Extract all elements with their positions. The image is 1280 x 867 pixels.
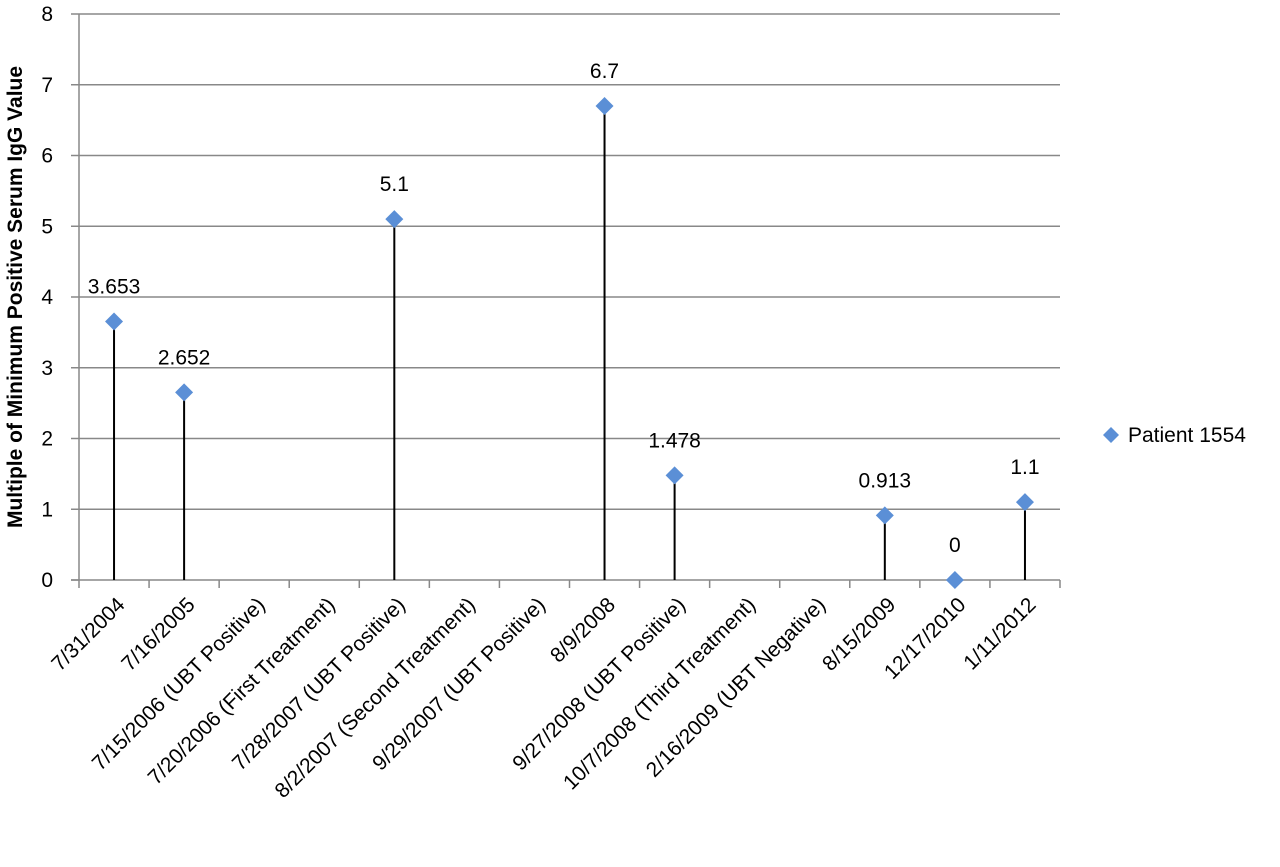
data-point — [945, 571, 964, 589]
data-point — [665, 466, 684, 485]
y-tick-label: 6 — [41, 145, 53, 168]
data-label: 0 — [949, 534, 961, 557]
x-tick-label: 8/9/2008 — [546, 593, 620, 667]
x-tick-label: 1/11/2012 — [959, 593, 1040, 674]
data-label: 6.7 — [590, 60, 619, 83]
legend-label: Patient 1554 — [1128, 424, 1246, 447]
y-axis-ticks: 0 1 2 3 4 5 6 7 8 — [41, 3, 53, 592]
data-point — [105, 312, 124, 331]
data-label: 3.653 — [88, 276, 141, 299]
data-labels: 3.653 2.652 5.1 6.7 1.478 0.913 0 1.1 — [88, 60, 1040, 557]
y-tick-label: 1 — [41, 498, 53, 521]
axes — [71, 13, 1061, 588]
data-label: 5.1 — [380, 173, 409, 196]
data-label: 1.478 — [648, 429, 701, 452]
gridlines — [79, 13, 1060, 510]
y-axis-label: Multiple of Minimum Positive Serum IgG V… — [4, 66, 27, 528]
data-label: 0.913 — [859, 469, 912, 492]
drop-lines — [113, 105, 1026, 580]
data-point — [1015, 493, 1034, 512]
data-points — [105, 96, 1034, 589]
y-tick-label: 5 — [41, 215, 53, 238]
y-tick-label: 3 — [41, 357, 53, 380]
x-tick-label: 7/31/2004 — [47, 593, 130, 676]
y-tick-label: 2 — [41, 428, 53, 451]
y-tick-label: 8 — [41, 3, 53, 26]
data-point — [875, 506, 894, 525]
y-tick-label: 4 — [41, 286, 53, 309]
y-tick-label: 0 — [41, 569, 53, 592]
legend: Patient 1554 — [1103, 424, 1246, 447]
data-point — [595, 96, 614, 115]
data-label: 2.652 — [158, 346, 211, 369]
data-label: 1.1 — [1010, 456, 1039, 479]
y-tick-label: 7 — [41, 74, 53, 97]
legend-marker-diamond — [1103, 427, 1119, 443]
data-point — [175, 383, 194, 402]
data-point — [385, 210, 404, 229]
